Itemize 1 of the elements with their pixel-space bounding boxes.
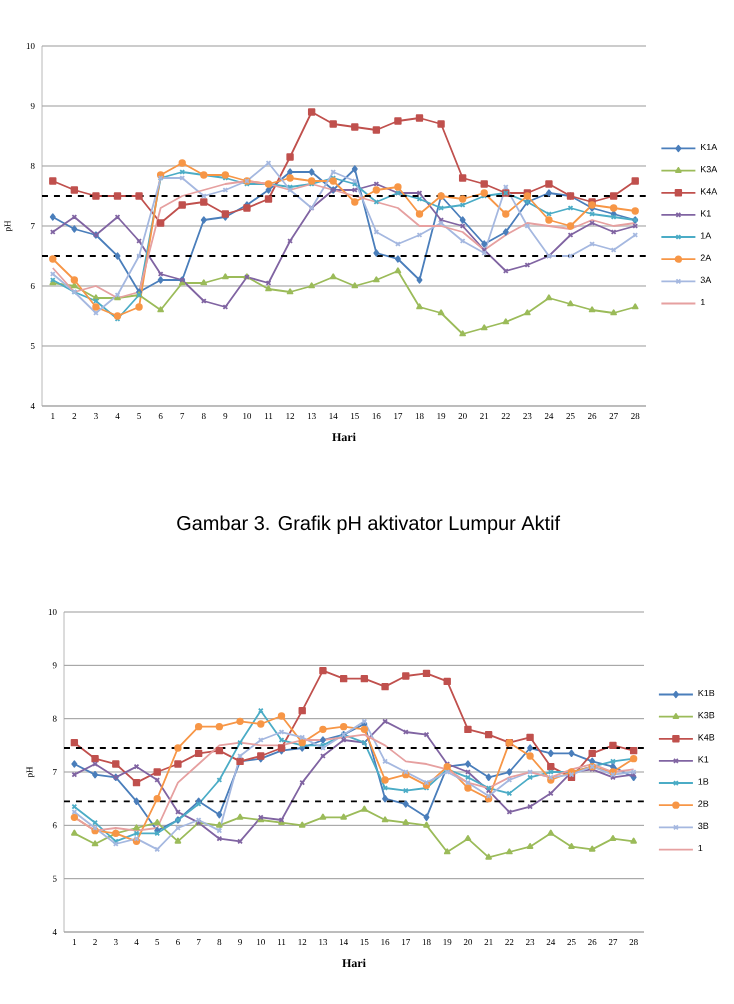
- text: Gambar 3. Grafik pH aktivator Lumpur Aktif: [177, 515, 561, 535]
